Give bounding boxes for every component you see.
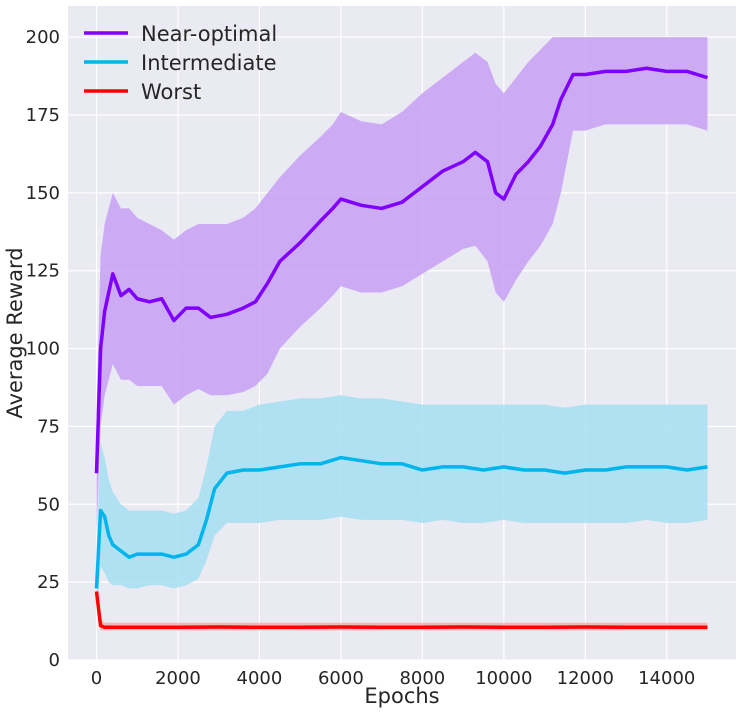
y-tick-labels: 0 25 50 75 100 125 150 175 200 bbox=[26, 27, 60, 671]
y-tick-label: 25 bbox=[37, 572, 60, 593]
x-tick-labels: 0 2000 4000 6000 8000 10000 12000 14000 bbox=[91, 668, 696, 689]
intermediate-band bbox=[96, 395, 708, 614]
y-tick-label: 200 bbox=[26, 27, 60, 48]
y-tick-label: 125 bbox=[26, 261, 60, 282]
x-tick-label: 8000 bbox=[399, 668, 445, 689]
intermediate-line bbox=[94, 455, 708, 589]
near-optimal-band bbox=[96, 37, 708, 536]
x-tick-label: 6000 bbox=[318, 668, 364, 689]
y-tick-label: 0 bbox=[49, 650, 60, 671]
x-tick-label: 4000 bbox=[237, 668, 283, 689]
y-axis-label: Average Reward bbox=[3, 247, 27, 418]
x-tick-label: 12000 bbox=[557, 668, 614, 689]
legend-label-worst: Worst bbox=[141, 80, 201, 104]
series-lines bbox=[94, 66, 708, 630]
y-tick-label: 100 bbox=[26, 339, 60, 360]
y-tick-label: 50 bbox=[37, 494, 60, 515]
x-tick-label: 10000 bbox=[475, 668, 532, 689]
legend-label-intermediate: Intermediate bbox=[141, 51, 277, 75]
y-tick-label: 175 bbox=[26, 105, 60, 126]
legend: Near-optimal Intermediate Worst bbox=[84, 22, 277, 104]
y-tick-label: 150 bbox=[26, 183, 60, 204]
x-tick-label: 2000 bbox=[155, 668, 201, 689]
x-tick-label: 0 bbox=[91, 668, 102, 689]
y-tick-label: 75 bbox=[37, 416, 60, 437]
x-axis-label: Epochs bbox=[364, 684, 439, 708]
x-tick-label: 14000 bbox=[638, 668, 695, 689]
near-optimal-line bbox=[94, 66, 708, 474]
worst-line bbox=[94, 591, 708, 630]
legend-label-near-optimal: Near-optimal bbox=[141, 22, 277, 46]
